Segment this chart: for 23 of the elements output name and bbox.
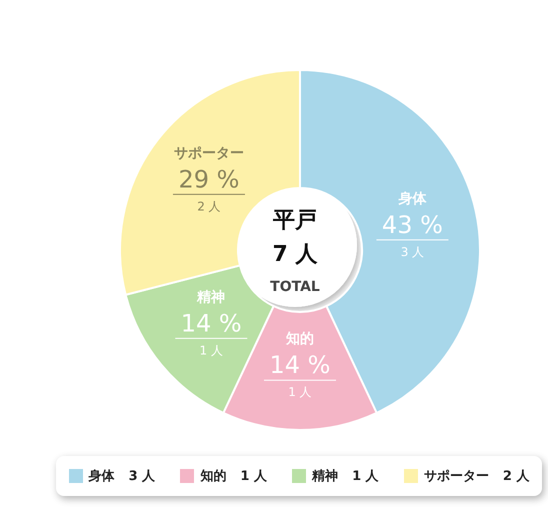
data-label: 14 % xyxy=(270,351,330,380)
text: 3 人 xyxy=(400,244,424,259)
legend-label: 精神 xyxy=(312,468,338,485)
text: 1 人 xyxy=(288,385,312,400)
legend-label: 知的 xyxy=(200,468,226,485)
slice-label: 身体 xyxy=(397,190,428,207)
data-label: 43 % xyxy=(382,210,443,239)
data-label: 14 % xyxy=(180,309,242,338)
text: 2 人 xyxy=(502,469,530,484)
text: 7 人 xyxy=(272,242,318,267)
text: 平戸 xyxy=(272,208,317,233)
slice-label: 精神 xyxy=(196,288,226,306)
slice-label: サポーター xyxy=(174,145,244,162)
slice-label: 知的 xyxy=(285,331,314,348)
data-label: 29 % xyxy=(178,165,240,194)
text: 1 人 xyxy=(200,343,223,358)
text: TOTAL xyxy=(270,279,320,295)
text: 3 人 xyxy=(128,469,156,484)
text: 1 人 xyxy=(240,469,267,484)
legend-label: サポーター xyxy=(424,468,489,485)
legend-label: 身体 xyxy=(88,468,115,485)
text: 2 人 xyxy=(197,199,221,214)
text: 1 人 xyxy=(352,469,379,484)
